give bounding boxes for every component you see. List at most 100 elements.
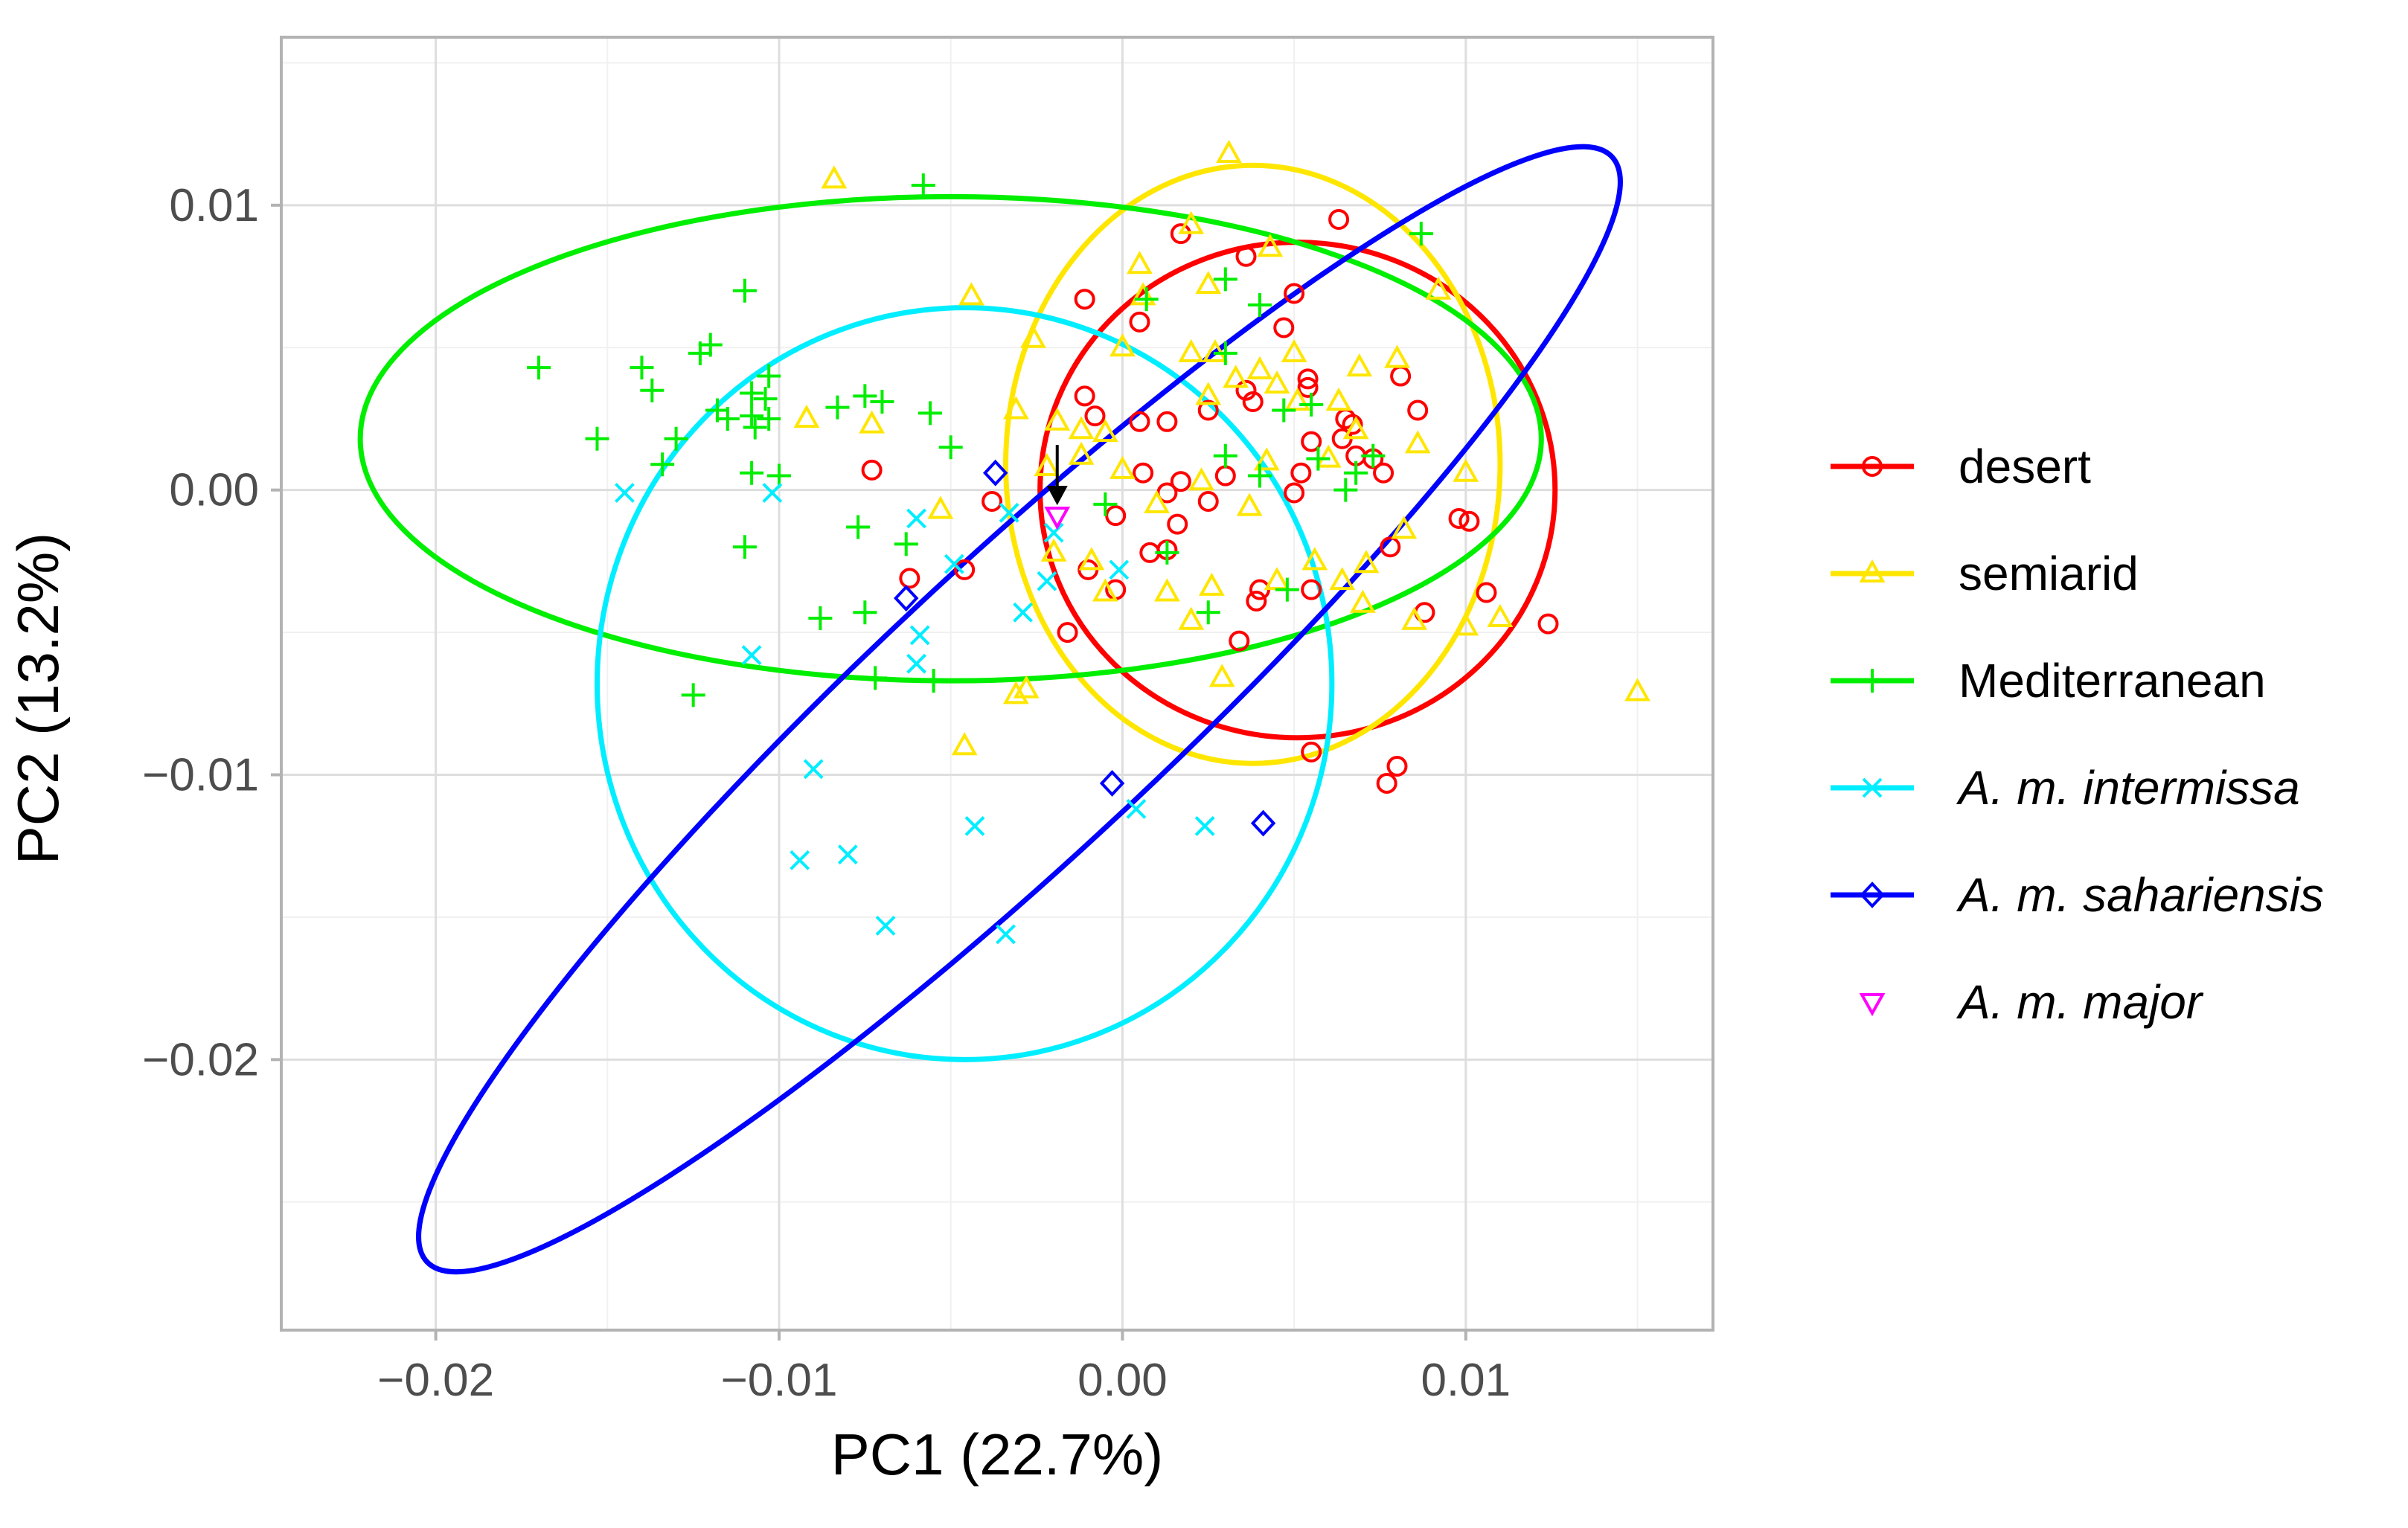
point-desert <box>1084 405 1106 427</box>
point-desert <box>1376 772 1397 794</box>
point-a-m-intermissa <box>944 553 964 574</box>
point-a-m-sahariensis <box>1250 809 1276 837</box>
point-desert <box>982 490 1003 512</box>
point-semiarid <box>927 495 954 519</box>
point-semiarid <box>1349 589 1376 613</box>
legend-key-a-m-sahariensis <box>1860 882 1885 908</box>
point-semiarid <box>1092 578 1118 602</box>
point-semiarid <box>1013 675 1040 699</box>
point-desert <box>1129 311 1150 333</box>
point-desert <box>1167 513 1188 535</box>
point-a-m-intermissa <box>803 759 824 780</box>
point-desert <box>1214 465 1236 487</box>
point-mediterranean <box>870 390 894 414</box>
legend-label-a-m-sahariensis: A. m. sahariensis <box>1956 868 2324 922</box>
point-desert <box>1057 622 1078 643</box>
point-mediterranean <box>1361 443 1386 468</box>
x-axis-ticks: −0.02 −0.01 0.00 0.01 <box>377 1330 1511 1406</box>
point-mediterranean <box>767 463 792 488</box>
point-semiarid <box>821 165 848 189</box>
point-semiarid <box>1329 567 1356 591</box>
point-desert <box>1476 582 1497 603</box>
point-mediterranean <box>921 669 946 693</box>
panel-border <box>280 36 1714 1332</box>
point-a-m-intermissa <box>906 508 926 529</box>
point-semiarid <box>1487 603 1514 627</box>
point-semiarid <box>1257 234 1284 257</box>
point-desert <box>1301 579 1322 600</box>
x-tick-label: −0.01 <box>721 1355 838 1406</box>
point-desert <box>1074 289 1095 310</box>
annotation-arrow <box>1046 445 1068 506</box>
point-mediterranean <box>1344 460 1368 485</box>
point-mediterranean <box>1247 292 1272 317</box>
point-mediterranean <box>1213 267 1237 292</box>
point-semiarid <box>1195 382 1222 405</box>
point-desert <box>1246 590 1267 611</box>
point-mediterranean <box>1333 478 1358 502</box>
point-semiarid <box>1002 681 1029 704</box>
point-mediterranean <box>1247 463 1272 488</box>
point-desert <box>1380 536 1401 558</box>
point-mediterranean <box>911 173 935 198</box>
point-mediterranean <box>1213 443 1237 468</box>
point-a-m-intermissa <box>1013 602 1034 623</box>
point-semiarid <box>1002 396 1029 420</box>
point-desert <box>1129 411 1150 432</box>
point-semiarid <box>1078 547 1105 571</box>
point-mediterranean <box>938 435 963 460</box>
point-desert <box>1074 385 1095 407</box>
point-desert <box>1133 462 1154 484</box>
point-semiarid <box>1325 387 1352 411</box>
point-mediterranean <box>527 356 551 380</box>
point-desert <box>1235 245 1257 267</box>
point-semiarid <box>951 732 978 756</box>
y-tick-label: −0.02 <box>142 1034 259 1085</box>
y-axis-ticks: −0.02 −0.01 0.00 0.01 <box>142 180 281 1085</box>
point-semiarid <box>1301 547 1328 571</box>
y-tick-label: 0.01 <box>169 180 259 231</box>
point-semiarid <box>1202 338 1229 362</box>
point-mediterranean <box>1409 222 1433 246</box>
point-semiarid <box>1253 447 1280 471</box>
point-semiarid <box>1264 370 1290 394</box>
point-mediterranean <box>1299 392 1324 417</box>
point-a-m-intermissa <box>614 483 635 503</box>
point-desert <box>1301 431 1322 452</box>
point-mediterranean <box>1306 446 1331 471</box>
point-semiarid <box>1342 416 1369 440</box>
point-mediterranean <box>630 356 654 380</box>
point-desert <box>1284 482 1305 504</box>
point-desert <box>1342 414 1363 435</box>
point-mediterranean <box>853 384 877 408</box>
point-semiarid <box>1153 578 1180 602</box>
point-a-m-intermissa <box>762 483 783 503</box>
point-mediterranean <box>1275 577 1299 602</box>
point-semiarid <box>1384 344 1410 368</box>
point-a-m-intermissa <box>790 850 810 870</box>
point-mediterranean <box>757 364 781 388</box>
y-axis-title: PC2 (13.2%) <box>5 533 71 865</box>
point-mediterranean <box>808 606 833 630</box>
point-desert <box>1301 741 1322 763</box>
legend-key-semiarid <box>1859 559 1886 582</box>
point-a-m-intermissa <box>906 653 926 674</box>
ellipse-mediterranean <box>357 193 1544 684</box>
point-desert <box>1448 507 1470 529</box>
point-mediterranean <box>863 666 888 690</box>
point-desert <box>861 459 883 481</box>
point-semiarid <box>1178 211 1205 234</box>
point-semiarid <box>1109 333 1136 357</box>
point-semiarid <box>1281 338 1307 362</box>
point-mediterranean <box>1155 540 1179 565</box>
point-semiarid <box>1188 467 1214 491</box>
point-mediterranean <box>681 683 705 707</box>
point-mediterranean <box>705 398 729 423</box>
point-a-m-major <box>1044 507 1071 530</box>
point-a-m-intermissa <box>1043 522 1064 543</box>
point-desert <box>1458 510 1480 532</box>
legend-label-a-m-intermissa: A. m. intermissa <box>1956 761 2300 815</box>
legend-label-semiarid: semiarid <box>1959 547 2139 600</box>
point-mediterranean <box>664 426 688 451</box>
point-semiarid <box>1034 452 1060 477</box>
